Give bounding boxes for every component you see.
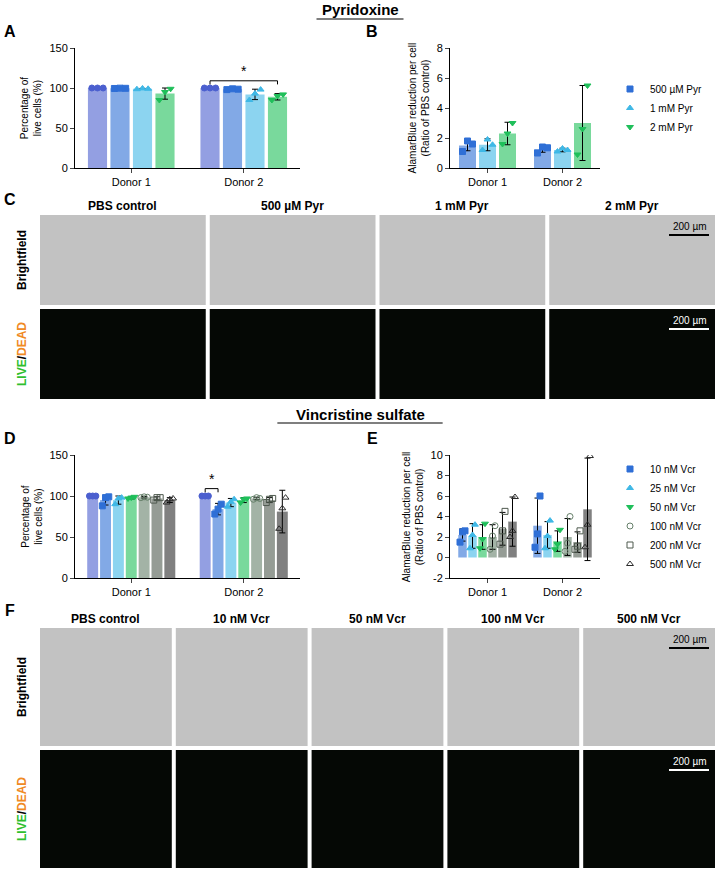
svg-text:150: 150 [49, 449, 67, 461]
svg-text:25 nM Vcr: 25 nM Vcr [650, 483, 696, 494]
svg-text:50 nM Vcr: 50 nM Vcr [650, 502, 696, 513]
svg-text:1 mM Pyr: 1 mM Pyr [650, 103, 693, 114]
svg-text:50: 50 [56, 122, 68, 134]
svg-text:PBS control: PBS control [88, 199, 157, 213]
svg-text:6: 6 [437, 490, 443, 502]
svg-text:8: 8 [437, 469, 443, 481]
svg-text:100: 100 [49, 82, 67, 94]
svg-text:Donor 1: Donor 1 [468, 176, 507, 188]
svg-text:Donor 2: Donor 2 [224, 586, 263, 598]
svg-text:150: 150 [49, 42, 67, 54]
svg-text:0: 0 [62, 572, 68, 584]
svg-text:2 mM Pyr: 2 mM Pyr [650, 122, 693, 133]
svg-text:*: * [241, 63, 247, 79]
svg-text:Percentage oflive cells (%): Percentage oflive cells (%) [19, 77, 43, 139]
svg-text:-2: -2 [433, 572, 443, 584]
svg-text:F: F [5, 602, 15, 619]
svg-text:Pyridoxine: Pyridoxine [322, 1, 399, 18]
svg-text:2: 2 [437, 132, 443, 144]
svg-text:10 nM Vcr: 10 nM Vcr [650, 464, 696, 475]
svg-text:D: D [4, 430, 16, 447]
svg-text:Percentage oflive cells (%): Percentage oflive cells (%) [20, 485, 44, 547]
svg-text:200 µm: 200 µm [673, 756, 707, 767]
svg-text:1 mM Pyr: 1 mM Pyr [435, 199, 489, 213]
svg-text:100: 100 [49, 490, 67, 502]
svg-text:500 nM Vcr: 500 nM Vcr [617, 612, 681, 626]
svg-text:200 µm: 200 µm [673, 315, 707, 326]
svg-text:0: 0 [437, 162, 443, 174]
svg-text:Brightfield: Brightfield [15, 657, 29, 717]
svg-text:100 nM Vcr: 100 nM Vcr [650, 521, 702, 532]
svg-text:LIVE/DEAD: LIVE/DEAD [15, 777, 29, 841]
svg-text:Donor 2: Donor 2 [543, 176, 582, 188]
svg-text:4: 4 [437, 510, 443, 522]
svg-text:Donor 2: Donor 2 [543, 586, 582, 598]
svg-text:2: 2 [437, 531, 443, 543]
svg-text:AlamarBlue reduction per cell(: AlamarBlue reduction per cell(Ratio of P… [401, 452, 425, 583]
svg-text:0: 0 [62, 162, 68, 174]
svg-text:4: 4 [437, 102, 443, 114]
svg-text:*: * [209, 471, 215, 487]
svg-text:PBS control: PBS control [71, 612, 140, 626]
svg-text:500 nM Vcr: 500 nM Vcr [650, 559, 702, 570]
svg-text:500 µM Pyr: 500 µM Pyr [650, 84, 702, 95]
svg-text:LIVE/DEAD: LIVE/DEAD [15, 322, 29, 386]
svg-text:Donor 2: Donor 2 [224, 176, 263, 188]
svg-text:500 µM Pyr: 500 µM Pyr [261, 199, 324, 213]
svg-text:Donor 1: Donor 1 [112, 176, 151, 188]
svg-text:Donor 1: Donor 1 [468, 586, 507, 598]
svg-text:Brightfield: Brightfield [15, 230, 29, 290]
svg-text:A: A [4, 23, 16, 40]
svg-text:50 nM Vcr: 50 nM Vcr [349, 612, 406, 626]
svg-text:C: C [4, 191, 16, 208]
svg-text:Vincristine sulfate: Vincristine sulfate [296, 406, 425, 423]
svg-text:E: E [367, 430, 378, 447]
svg-text:6: 6 [437, 72, 443, 84]
svg-text:0: 0 [437, 551, 443, 563]
svg-text:2 mM Pyr: 2 mM Pyr [605, 199, 659, 213]
svg-text:50: 50 [56, 531, 68, 543]
svg-text:8: 8 [437, 42, 443, 54]
svg-text:AlamarBlue reduction per cell(: AlamarBlue reduction per cell(Ratio of P… [407, 43, 431, 174]
svg-text:Donor 1: Donor 1 [112, 586, 151, 598]
svg-text:B: B [366, 23, 378, 40]
svg-text:200 nM Vcr: 200 nM Vcr [650, 540, 702, 551]
svg-text:200 µm: 200 µm [673, 221, 707, 232]
svg-text:10: 10 [431, 449, 443, 461]
svg-text:100 nM Vcr: 100 nM Vcr [481, 612, 545, 626]
svg-text:200 µm: 200 µm [673, 634, 707, 645]
svg-text:10 nM Vcr: 10 nM Vcr [213, 612, 270, 626]
